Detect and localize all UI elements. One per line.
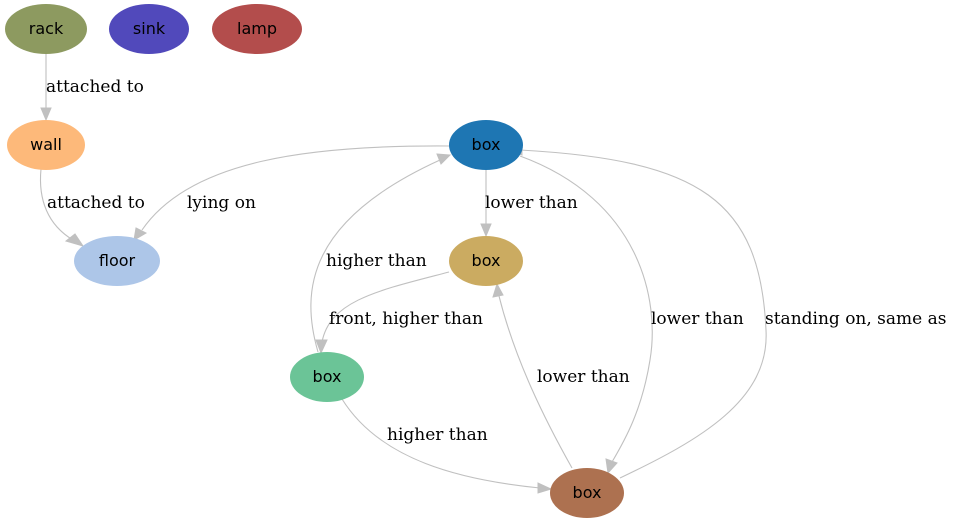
node-wall[interactable]: wall (7, 120, 85, 170)
node-label: box (573, 483, 602, 502)
node-shape (7, 120, 85, 170)
node-shape (212, 4, 302, 54)
edge-label: higher than (326, 251, 427, 271)
edge-label: lower than (485, 193, 578, 213)
node-shape (109, 4, 189, 54)
node-shape (74, 236, 160, 286)
edge-label: lower than (537, 367, 630, 387)
edge-label: attached to (47, 193, 145, 213)
edge-box1-box4: lower than (519, 155, 744, 475)
edge-label: lower than (651, 309, 744, 329)
node-label: lamp (237, 19, 277, 38)
edge-box1-floor: lying on (133, 145, 450, 241)
node-sink[interactable]: sink (109, 4, 189, 54)
edge-wall-floor: attached to (39, 168, 145, 247)
edge-box2-box3: front, higher than (315, 271, 483, 355)
node-shape (290, 352, 364, 402)
edge-label: higher than (387, 425, 488, 445)
node-label: box (472, 251, 501, 270)
node-label: box (472, 135, 501, 154)
node-box-blue[interactable]: box (449, 120, 523, 170)
node-label: floor (99, 251, 136, 270)
node-box-tan[interactable]: box (449, 236, 523, 286)
node-box-brown[interactable]: box (550, 468, 624, 518)
edge-rack-wall: attached to (40, 54, 144, 122)
node-floor[interactable]: floor (74, 236, 160, 286)
node-label: sink (133, 19, 166, 38)
node-rack[interactable]: rack (5, 4, 87, 54)
node-box-green[interactable]: box (290, 352, 364, 402)
edge-box3-box4: higher than (341, 398, 553, 494)
edge-label: standing on, same as (765, 309, 947, 329)
edge-box4-box2: lower than (492, 282, 630, 469)
edge-label: attached to (46, 77, 144, 97)
node-shape (449, 120, 523, 170)
node-lamp[interactable]: lamp (212, 4, 302, 54)
node-shape (5, 4, 87, 54)
node-label: rack (29, 19, 64, 38)
edge-box3-box1: higher than (310, 153, 452, 353)
node-shape (550, 468, 624, 518)
node-label: box (313, 367, 342, 386)
edge-label: lying on (187, 193, 256, 213)
edge-label: front, higher than (329, 309, 483, 329)
edge-box1-box2: lower than (480, 170, 578, 238)
node-shape (449, 236, 523, 286)
node-label: wall (30, 135, 62, 154)
